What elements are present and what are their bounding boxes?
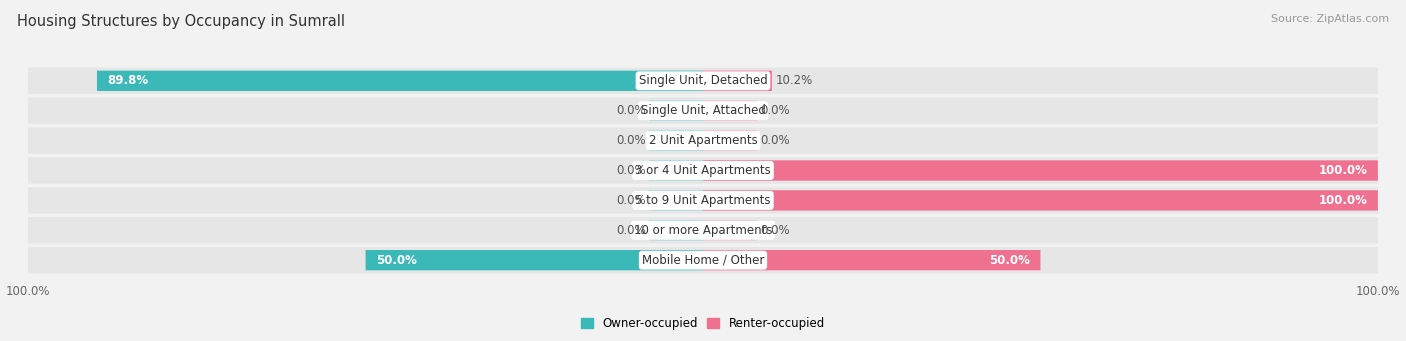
Text: 50.0%: 50.0% bbox=[990, 254, 1031, 267]
FancyBboxPatch shape bbox=[28, 247, 1378, 273]
Text: 0.0%: 0.0% bbox=[616, 224, 645, 237]
Text: 0.0%: 0.0% bbox=[616, 194, 645, 207]
Text: 2 Unit Apartments: 2 Unit Apartments bbox=[648, 134, 758, 147]
Text: 0.0%: 0.0% bbox=[761, 104, 790, 117]
FancyBboxPatch shape bbox=[650, 101, 703, 121]
Text: 0.0%: 0.0% bbox=[761, 134, 790, 147]
FancyBboxPatch shape bbox=[28, 157, 1378, 184]
FancyBboxPatch shape bbox=[28, 68, 1378, 94]
FancyBboxPatch shape bbox=[650, 160, 703, 181]
FancyBboxPatch shape bbox=[28, 217, 1378, 243]
Text: 0.0%: 0.0% bbox=[616, 104, 645, 117]
FancyBboxPatch shape bbox=[703, 190, 1378, 210]
FancyBboxPatch shape bbox=[703, 160, 1378, 181]
Text: Single Unit, Detached: Single Unit, Detached bbox=[638, 74, 768, 87]
FancyBboxPatch shape bbox=[28, 187, 1378, 213]
FancyBboxPatch shape bbox=[650, 190, 703, 210]
FancyBboxPatch shape bbox=[366, 250, 703, 270]
Text: 0.0%: 0.0% bbox=[616, 164, 645, 177]
FancyBboxPatch shape bbox=[28, 128, 1378, 154]
Text: Source: ZipAtlas.com: Source: ZipAtlas.com bbox=[1271, 14, 1389, 24]
Text: 10.2%: 10.2% bbox=[775, 74, 813, 87]
Text: 100.0%: 100.0% bbox=[1319, 194, 1368, 207]
Text: 0.0%: 0.0% bbox=[616, 134, 645, 147]
Text: 100.0%: 100.0% bbox=[1319, 164, 1368, 177]
FancyBboxPatch shape bbox=[703, 250, 1040, 270]
FancyBboxPatch shape bbox=[97, 71, 703, 91]
Text: Housing Structures by Occupancy in Sumrall: Housing Structures by Occupancy in Sumra… bbox=[17, 14, 344, 29]
Text: Single Unit, Attached: Single Unit, Attached bbox=[641, 104, 765, 117]
Text: 3 or 4 Unit Apartments: 3 or 4 Unit Apartments bbox=[636, 164, 770, 177]
Text: 5 to 9 Unit Apartments: 5 to 9 Unit Apartments bbox=[636, 194, 770, 207]
Text: 89.8%: 89.8% bbox=[107, 74, 148, 87]
FancyBboxPatch shape bbox=[650, 131, 703, 151]
FancyBboxPatch shape bbox=[703, 71, 772, 91]
Text: 10 or more Apartments: 10 or more Apartments bbox=[634, 224, 772, 237]
FancyBboxPatch shape bbox=[703, 101, 756, 121]
Text: Mobile Home / Other: Mobile Home / Other bbox=[641, 254, 765, 267]
Text: 0.0%: 0.0% bbox=[761, 224, 790, 237]
FancyBboxPatch shape bbox=[703, 131, 756, 151]
FancyBboxPatch shape bbox=[703, 220, 756, 240]
FancyBboxPatch shape bbox=[28, 98, 1378, 124]
Legend: Owner-occupied, Renter-occupied: Owner-occupied, Renter-occupied bbox=[576, 312, 830, 335]
Text: 50.0%: 50.0% bbox=[375, 254, 416, 267]
FancyBboxPatch shape bbox=[650, 220, 703, 240]
